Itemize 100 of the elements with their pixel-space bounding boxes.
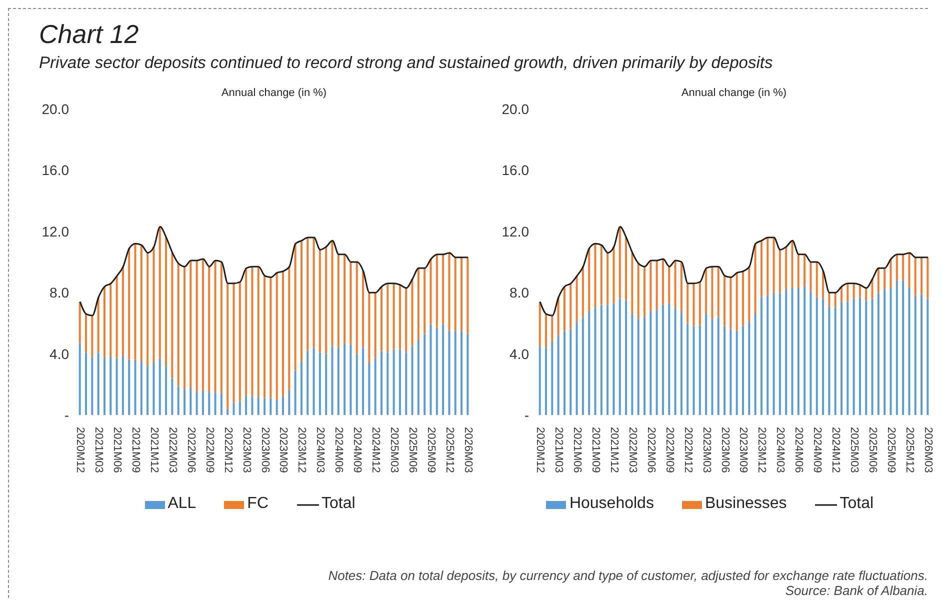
bar [816, 297, 818, 415]
bar [152, 361, 155, 415]
x-tick-label: 2021M06 [571, 427, 584, 473]
bar [606, 252, 609, 305]
bar [797, 288, 800, 415]
x-tick-label: 2021M09 [589, 427, 602, 473]
bar [374, 292, 376, 358]
bar [122, 355, 124, 415]
y-tick-label: 12.0 [502, 223, 530, 240]
bar [631, 252, 634, 314]
bar [846, 302, 849, 415]
bar [736, 330, 738, 415]
bar [350, 344, 352, 415]
bar [557, 335, 560, 415]
bar [674, 260, 676, 308]
line-series [79, 226, 469, 316]
x-tick-label: 2023M09 [737, 427, 750, 473]
bar [686, 323, 689, 415]
bar [417, 268, 420, 340]
bar [232, 283, 235, 403]
bar [717, 266, 720, 318]
bar [288, 390, 290, 415]
bar [325, 246, 328, 354]
x-tick-label: 2024M09 [811, 427, 824, 473]
bar [411, 346, 414, 415]
x-tick-label: 2021M12 [148, 427, 160, 473]
bar [742, 326, 744, 415]
bar [264, 276, 266, 398]
y-tick-label: 16.0 [502, 162, 530, 178]
bar [840, 286, 843, 302]
x-tick-label: 2022M06 [644, 427, 657, 473]
bar [466, 257, 469, 334]
bar [257, 266, 260, 397]
bar [618, 298, 621, 415]
bar [760, 297, 762, 415]
bar [828, 292, 830, 306]
bar [570, 283, 572, 330]
bar [705, 314, 708, 415]
y-tick-label: 20.0 [42, 100, 70, 117]
bar [97, 297, 100, 352]
bar [834, 292, 836, 308]
bar [190, 387, 192, 415]
bar [436, 328, 438, 415]
bar [730, 277, 732, 330]
text: Notes: Data on total deposits, by currency and type of customer, adjusted for exchange rate fluctuations. [328, 568, 928, 583]
bar [538, 302, 541, 346]
bar [668, 303, 670, 415]
bar [276, 272, 278, 400]
bar [91, 316, 94, 357]
bar [742, 271, 744, 326]
bar [318, 250, 321, 352]
x-tick-label: 2023M12 [296, 427, 308, 473]
bar [380, 350, 383, 415]
bar [748, 266, 750, 322]
bar [245, 268, 248, 396]
bar [662, 304, 664, 415]
bar [374, 358, 376, 415]
bar [140, 245, 142, 362]
bar [442, 324, 444, 415]
bar [85, 314, 88, 352]
bar [344, 254, 346, 344]
y-tick-label: 12.0 [42, 223, 70, 240]
bar [926, 298, 929, 415]
bar [600, 245, 602, 305]
bar [766, 238, 769, 296]
x-tick-label: 2025M06 [866, 427, 879, 473]
bar [644, 317, 646, 415]
x-tick-label: 2022M12 [682, 427, 694, 473]
bar [110, 283, 112, 357]
x-tick-label: 2023M12 [756, 427, 768, 473]
bar [884, 290, 886, 415]
bar [828, 306, 830, 415]
bar [730, 329, 732, 415]
y-tick-label: 4.0 [50, 346, 70, 362]
bar [184, 388, 186, 415]
bar [871, 298, 874, 415]
x-tick-label: 2021M03 [92, 427, 105, 473]
bar [656, 260, 658, 310]
bar [306, 238, 309, 351]
bar [724, 326, 726, 415]
bar [724, 276, 726, 326]
bar [276, 400, 278, 415]
bar [171, 252, 174, 378]
x-tick-label: 2023M03 [240, 427, 252, 473]
bar [778, 292, 781, 415]
bar [177, 386, 180, 415]
bar [717, 317, 720, 415]
y-tick-label: - [64, 406, 70, 423]
bar [834, 308, 836, 415]
bar [890, 288, 892, 415]
bar [220, 262, 222, 394]
bar [650, 260, 652, 311]
bar [264, 398, 266, 415]
bar [631, 314, 634, 415]
bar [448, 252, 450, 331]
bar [436, 254, 438, 328]
bar [711, 266, 714, 319]
bar [920, 257, 923, 294]
bar [650, 310, 652, 415]
x-tick-label: 2023M06 [258, 427, 271, 473]
